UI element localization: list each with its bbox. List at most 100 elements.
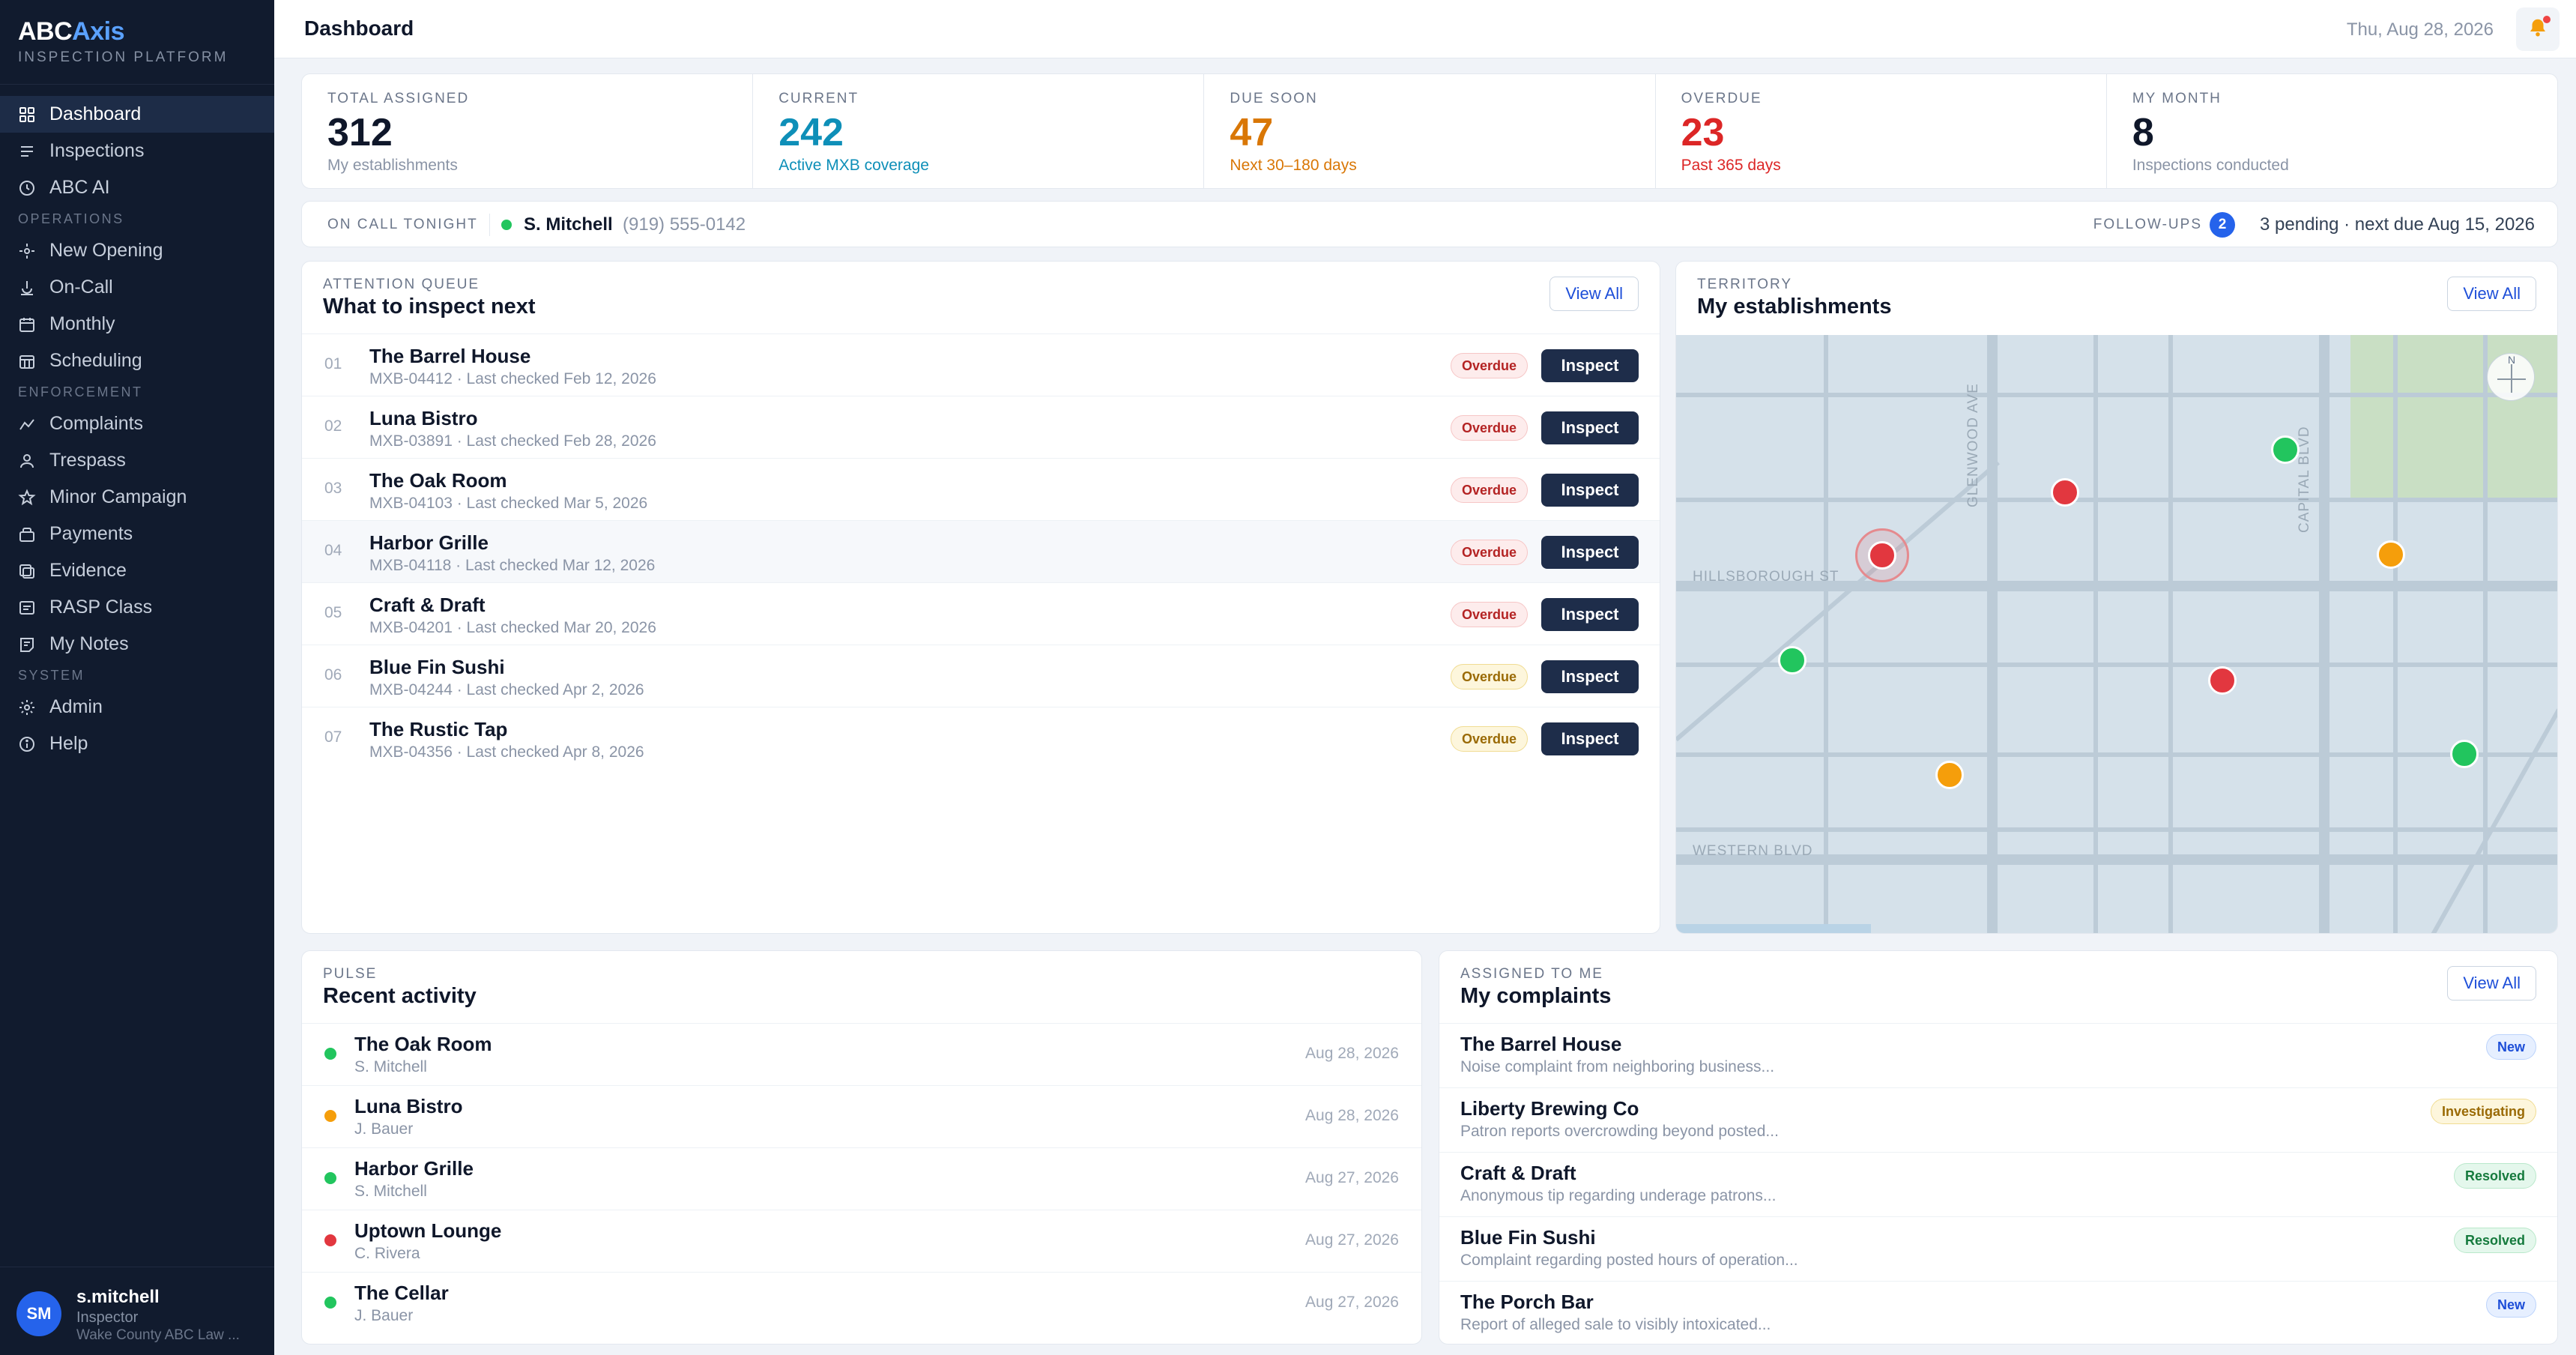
sidebar-item-label: Admin [49,696,103,717]
section-title: What to inspect next [323,295,536,319]
sidebar-item-new-opening[interactable]: New Opening [0,232,274,269]
sidebar-item-trespass[interactable]: Trespass [0,442,274,479]
view-all-button[interactable]: View All [2447,277,2536,311]
queue-row[interactable]: 05 Craft & Draft MXB-04201 · Last checke… [302,582,1660,645]
complaint-description: Noise complaint from neighboring busines… [1460,1058,1775,1075]
sidebar-item-evidence[interactable]: Evidence [0,552,274,589]
sidebar-item-help[interactable]: Help [0,725,274,762]
sidebar-item-monthly[interactable]: Monthly [0,306,274,342]
activity-status-dot [324,1234,336,1246]
status-badge: Overdue [1450,415,1528,441]
map-marker-overdue[interactable] [2051,478,2079,507]
on-call-name[interactable]: S. Mitchell [524,214,613,235]
section-eyebrow: TERRITORY [1697,277,1793,292]
inspect-button[interactable]: Inspect [1541,349,1639,382]
kpi-overdue[interactable]: OVERDUE 23 Past 365 days [1656,74,2107,188]
sidebar-item-my-notes[interactable]: My Notes [0,626,274,663]
establishment-name[interactable]: Blue Fin Sushi [369,656,505,678]
inspect-button[interactable]: Inspect [1541,411,1639,444]
notifications-button[interactable] [2516,7,2560,51]
sparkle-icon [18,242,36,260]
sidebar-item-on-call[interactable]: On-Call [0,269,274,306]
sidebar-item-label: Inspections [49,140,145,161]
complaint-row[interactable]: Blue Fin Sushi Complaint regarding poste… [1439,1216,2557,1281]
complaint-row[interactable]: The Barrel House Noise complaint from ne… [1439,1023,2557,1087]
sidebar-item-label: Trespass [49,450,126,471]
establishment-name[interactable]: Harbor Grille [369,531,489,554]
map-marker-current[interactable] [1778,646,1806,675]
kpi-my-month[interactable]: MY MONTH 8 Inspections conducted [2107,74,2557,188]
activity-row[interactable]: Uptown Lounge C. Rivera Aug 27, 2026 [302,1210,1421,1272]
map-marker-overdue[interactable] [1868,541,1896,570]
queue-row[interactable]: 06 Blue Fin Sushi MXB-04244 · Last check… [302,645,1660,707]
queue-row[interactable]: 01 The Barrel House MXB-04412 · Last che… [302,334,1660,396]
queue-row[interactable]: 07 The Rustic Tap MXB-04356 · Last check… [302,707,1660,769]
complaint-establishment: The Barrel House [1460,1033,1622,1055]
kpi-total-assigned[interactable]: TOTAL ASSIGNED 312 My establishments [302,74,754,188]
complaints-list: The Barrel House Noise complaint from ne… [1439,1023,2557,1345]
queue-row[interactable]: 02 Luna Bistro MXB-03891 · Last checked … [302,396,1660,458]
section-eyebrow: ATTENTION QUEUE [323,277,480,292]
queue-row[interactable]: 04 Harbor Grille MXB-04118 · Last checke… [302,520,1660,582]
activity-row[interactable]: Harbor Grille S. Mitchell Aug 27, 2026 [302,1147,1421,1210]
sidebar-item-admin[interactable]: Admin [0,689,274,725]
establishment-name[interactable]: The Oak Room [369,469,507,492]
kpi-current[interactable]: CURRENT 242 Active MXB coverage [753,74,1205,188]
user-profile[interactable]: SM s.mitchell Inspector Wake County ABC … [0,1267,274,1355]
complaint-description: Complaint regarding posted hours of oper… [1460,1252,1798,1269]
establishment-name[interactable]: The Barrel House [369,345,531,367]
view-all-button[interactable]: View All [1549,277,1639,311]
inspect-button[interactable]: Inspect [1541,598,1639,631]
inspect-button[interactable]: Inspect [1541,536,1639,569]
calendar-grid-icon [18,352,36,370]
activity-establishment: The Oak Room [354,1033,492,1055]
territory-card: TERRITORY My establishments View All [1675,261,2558,934]
establishment-name[interactable]: Craft & Draft [369,594,486,616]
sidebar-item-dashboard[interactable]: Dashboard [0,96,274,133]
sidebar-item-payments[interactable]: Payments [0,516,274,552]
section-title: Recent activity [323,984,477,1008]
nav-section-enforcement: ENFORCEMENT [18,384,143,399]
view-all-button[interactable]: View All [2447,966,2536,1001]
sidebar-item-complaints[interactable]: Complaints [0,405,274,442]
complaint-row[interactable]: Craft & Draft Anonymous tip regarding un… [1439,1152,2557,1216]
brand-logo[interactable]: ABCAxis INSPECTION PLATFORM [18,16,228,66]
inspect-button[interactable]: Inspect [1541,660,1639,693]
territory-map[interactable]: HILLSBOROUGH ST WESTERN BLVD GLENWOOD AV… [1676,335,2557,933]
complaint-row[interactable]: Liberty Brewing Co Patron reports overcr… [1439,1087,2557,1152]
status-badge: Overdue [1450,726,1528,752]
sidebar-item-label: ABC AI [49,177,110,198]
establishment-name[interactable]: The Rustic Tap [369,718,508,740]
online-status-dot [501,220,512,230]
compass-icon[interactable]: N [2487,353,2535,401]
map-marker-due-soon[interactable] [2377,540,2405,569]
activity-row[interactable]: The Cellar J. Bauer Aug 27, 2026 [302,1272,1421,1334]
complaint-establishment: Blue Fin Sushi [1460,1226,1596,1249]
kpi-due-soon[interactable]: DUE SOON 47 Next 30–180 days [1204,74,1656,188]
complaint-row[interactable]: The Porch Bar Report of alleged sale to … [1439,1281,2557,1345]
sidebar-item-label: My Notes [49,633,129,654]
inspect-button[interactable]: Inspect [1541,474,1639,507]
queue-row[interactable]: 03 The Oak Room MXB-04103 · Last checked… [302,458,1660,520]
map-marker-current[interactable] [2271,435,2300,464]
map-marker-overdue[interactable] [2208,666,2237,695]
complaint-description: Anonymous tip regarding underage patrons… [1460,1187,1777,1204]
activity-row[interactable]: Luna Bistro J. Bauer Aug 28, 2026 [302,1085,1421,1147]
inspect-button[interactable]: Inspect [1541,722,1639,755]
queue-rank: 01 [324,355,342,372]
establishment-meta: MXB-04356 · Last checked Apr 8, 2026 [369,743,644,761]
sidebar-item-scheduling[interactable]: Scheduling [0,342,274,379]
queue-rank: 03 [324,480,342,497]
followups-summary[interactable]: 3 pending · next due Aug 15, 2026 [2260,214,2535,235]
establishment-name[interactable]: Luna Bistro [369,407,478,429]
map-marker-due-soon[interactable] [1935,761,1964,789]
activity-status-dot [324,1297,336,1309]
on-call-phone[interactable]: (919) 555-0142 [623,214,746,235]
sidebar-item-rasp-class[interactable]: RASP Class [0,589,274,626]
sidebar-item-inspections[interactable]: Inspections [0,133,274,169]
sidebar-item-abc-ai[interactable]: ABC AI [0,169,274,206]
sidebar-item-minor-campaign[interactable]: Minor Campaign [0,479,274,516]
activity-row[interactable]: The Oak Room S. Mitchell Aug 28, 2026 [302,1023,1421,1085]
kpi-row: TOTAL ASSIGNED 312 My establishments CUR… [301,73,2558,189]
map-marker-current[interactable] [2450,740,2479,768]
